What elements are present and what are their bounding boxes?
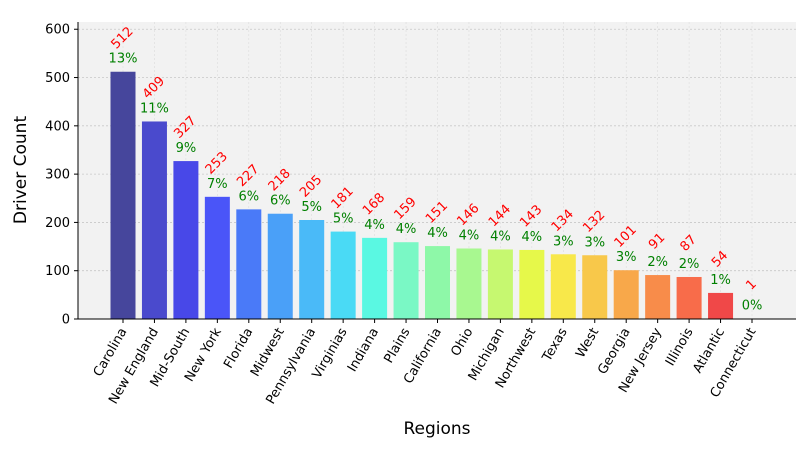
percent-label: 3% <box>553 234 574 249</box>
percent-label: 5% <box>333 212 354 227</box>
y-tick-label: 100 <box>45 264 70 279</box>
x-tick-label: Plains <box>382 325 414 366</box>
x-tick-label: Indiana <box>345 326 382 375</box>
percent-label: 4% <box>459 228 480 243</box>
percent-label: 2% <box>647 255 668 270</box>
y-tick-label: 0 <box>62 313 70 328</box>
bar <box>550 254 576 319</box>
percent-label: 4% <box>522 230 543 245</box>
bar <box>708 292 734 319</box>
bar <box>487 249 513 319</box>
bar <box>236 209 262 319</box>
x-tick-label: West <box>573 326 602 361</box>
percent-label: 4% <box>364 218 385 233</box>
percent-label: 4% <box>490 229 511 244</box>
percent-label: 1% <box>710 273 731 288</box>
bar <box>110 71 136 320</box>
percent-label: 13% <box>109 52 138 67</box>
bars <box>110 71 765 320</box>
bar <box>393 242 419 319</box>
bar <box>425 246 450 319</box>
grid-lines <box>78 22 796 320</box>
y-tick-label: 300 <box>45 168 70 183</box>
percent-label: 4% <box>427 226 448 241</box>
x-tick-label: Florida <box>221 326 256 372</box>
percent-label: 6% <box>270 194 291 209</box>
bar <box>519 249 545 319</box>
x-axis-title: Regions <box>403 419 470 439</box>
x-tick-label: Illinois <box>663 325 697 368</box>
bar <box>267 213 293 319</box>
x-tick-label: Texas <box>539 325 571 365</box>
y-tick-label: 400 <box>45 119 70 134</box>
percent-label: 5% <box>301 200 322 215</box>
bar <box>582 255 608 319</box>
bar <box>330 231 356 319</box>
bar <box>204 196 230 319</box>
bar <box>613 270 639 319</box>
percent-label: 3% <box>584 235 605 250</box>
percent-label: 11% <box>140 101 169 116</box>
y-tick-label: 200 <box>45 216 70 231</box>
percent-label: 2% <box>679 257 700 272</box>
bar <box>456 248 482 319</box>
bar <box>141 121 167 319</box>
percent-label: 9% <box>176 141 197 156</box>
bar <box>173 161 199 319</box>
percent-label: 6% <box>238 189 259 204</box>
y-tick-label: 600 <box>45 23 70 38</box>
bar <box>676 276 702 319</box>
percent-label: 0% <box>742 299 763 314</box>
y-tick-label: 500 <box>45 71 70 86</box>
bar <box>299 220 325 319</box>
bar <box>362 237 388 319</box>
x-tick-label: Ohio <box>448 325 476 359</box>
percent-label: 7% <box>207 177 228 192</box>
bar <box>645 275 671 319</box>
percent-label: 3% <box>616 250 637 265</box>
y-axis-title: Driver Count <box>11 116 31 225</box>
y-axis-ticks: 0 100 200 300 400 500 600 <box>45 23 78 328</box>
percent-label: 4% <box>396 222 417 237</box>
